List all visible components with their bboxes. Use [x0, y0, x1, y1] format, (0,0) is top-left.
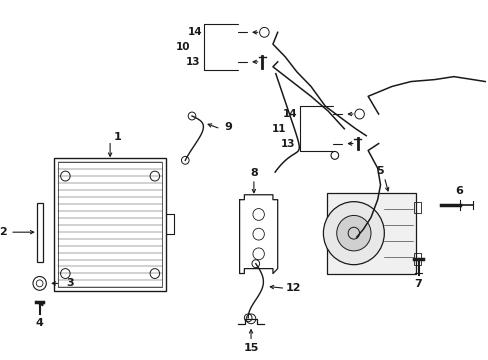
Text: 9: 9: [224, 122, 232, 132]
Circle shape: [323, 202, 384, 265]
Bar: [58, 162, 162, 287]
Bar: [54, 158, 166, 291]
Text: 13: 13: [280, 139, 295, 149]
Bar: [326, 193, 415, 274]
Text: 4: 4: [36, 318, 43, 328]
Text: 11: 11: [271, 124, 285, 134]
Text: 10: 10: [176, 42, 190, 52]
Text: 5: 5: [375, 166, 383, 176]
Bar: [413, 202, 421, 213]
Text: 7: 7: [414, 279, 422, 289]
Bar: [37, 203, 43, 262]
Text: 13: 13: [185, 57, 200, 67]
Circle shape: [336, 215, 370, 251]
Text: 8: 8: [249, 168, 257, 178]
Text: 1: 1: [114, 132, 122, 142]
Text: 15: 15: [243, 343, 258, 354]
Text: 12: 12: [285, 283, 301, 293]
Text: 14: 14: [187, 27, 202, 37]
Text: 6: 6: [455, 186, 463, 196]
Bar: [413, 253, 421, 265]
Text: 2: 2: [0, 227, 7, 237]
Text: 3: 3: [66, 278, 74, 288]
Text: 14: 14: [282, 109, 297, 119]
